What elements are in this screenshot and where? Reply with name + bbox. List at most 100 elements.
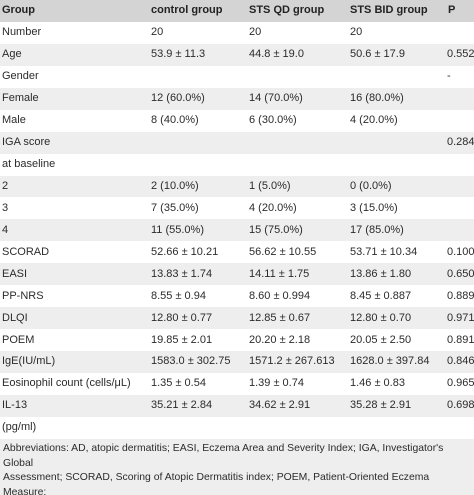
row-label: Male bbox=[2, 114, 26, 127]
header-sts-bid-group: STS BID group bbox=[350, 4, 428, 17]
sts-bid-value: 1628.0 ± 397.84 bbox=[350, 355, 430, 368]
table-header-row: Group control group STS QD group STS BID… bbox=[0, 0, 474, 22]
header-sts-qd-group: STS QD group bbox=[249, 4, 325, 17]
p-value: 0.891 bbox=[447, 333, 474, 346]
sts-bid-value: 17 (85.0%) bbox=[350, 223, 404, 236]
sts-qd-value: 1571.2 ± 267.613 bbox=[249, 355, 335, 368]
row-label: (pg/ml) bbox=[2, 421, 37, 434]
row-label: PP-NRS bbox=[2, 289, 44, 302]
p-value bbox=[446, 154, 474, 176]
row-label: 2 bbox=[2, 179, 9, 192]
table-row: at baseline bbox=[0, 153, 474, 176]
row-label: 3 bbox=[2, 201, 9, 214]
sts-bid-value: 50.6 ± 17.9 bbox=[350, 48, 405, 61]
control-group-value: 11 (55.0%) bbox=[151, 223, 204, 236]
row-label: Female bbox=[2, 92, 39, 105]
control-group-value: 19.85 ± 2.01 bbox=[151, 333, 213, 346]
control-group-value: 52.66 ± 10.21 bbox=[151, 245, 219, 258]
control-group-value: 13.83 ± 1.74 bbox=[151, 267, 213, 280]
p-value bbox=[446, 417, 474, 439]
sts-bid-value bbox=[348, 66, 446, 88]
control-group-value: 8.55 ± 0.94 bbox=[151, 289, 206, 302]
row-label: POEM bbox=[2, 333, 35, 346]
control-group-value: 1583.0 ± 302.75 bbox=[151, 355, 231, 368]
table-row: IGA score 0.284 bbox=[0, 131, 474, 154]
p-value: 0.889 bbox=[447, 289, 474, 302]
sts-qd-value: 12.85 ± 0.67 bbox=[249, 311, 311, 324]
sts-bid-value bbox=[348, 417, 446, 439]
sts-qd-value: 15 (75.0%) bbox=[249, 223, 303, 236]
control-group-value: 20 bbox=[151, 26, 164, 39]
sts-bid-value: 1.46 ± 0.83 bbox=[350, 377, 405, 390]
row-label: Gender bbox=[2, 70, 39, 83]
p-value bbox=[446, 110, 474, 132]
table-row: Age 53.9 ± 11.3 44.8 ± 19.0 50.6 ± 17.9 0.55… bbox=[0, 43, 474, 66]
sts-qd-value: 1 (5.0%) bbox=[249, 179, 291, 192]
row-label: 4 bbox=[2, 223, 9, 236]
table-row: Female 12 (60.0%) 14 (70.0%) 16 (80.0%) bbox=[0, 87, 474, 110]
table-row: SCORAD 52.66 ± 10.21 56.62 ± 10.55 53.71 ± … bbox=[0, 241, 474, 264]
control-group-value: 53.9 ± 11.3 bbox=[151, 48, 206, 61]
sts-bid-value bbox=[348, 132, 446, 154]
sts-qd-value: 1.39 ± 0.74 bbox=[249, 377, 304, 390]
table-row: EASI 13.83 ± 1.74 14.11 ± 1.75 13.86 ± 1.80… bbox=[0, 263, 474, 286]
sts-qd-value bbox=[247, 66, 348, 88]
header-control-group: control group bbox=[151, 4, 223, 17]
control-group-value: 8 (40.0%) bbox=[151, 114, 199, 127]
row-label: IgE(IU/mL) bbox=[2, 355, 56, 368]
sts-bid-value: 53.71 ± 10.34 bbox=[350, 245, 418, 258]
sts-bid-value: 16 (80.0%) bbox=[350, 92, 404, 105]
p-value bbox=[446, 176, 474, 198]
p-value bbox=[446, 197, 474, 219]
sts-bid-value: 12.80 ± 0.70 bbox=[350, 311, 412, 324]
data-table: Group control group STS QD group STS BID… bbox=[0, 0, 474, 461]
table-row: 3 7 (35.0%) 4 (20.0%) 3 (15.0%) bbox=[0, 197, 474, 220]
row-label: IGA score bbox=[2, 136, 51, 149]
sts-bid-value: 20.05 ± 2.50 bbox=[350, 333, 412, 346]
p-value bbox=[446, 22, 474, 44]
sts-bid-value: 8.45 ± 0.887 bbox=[350, 289, 412, 302]
table-row: POEM 19.85 ± 2.01 20.20 ± 2.18 20.05 ± 2.50… bbox=[0, 329, 474, 351]
sts-qd-value: 14 (70.0%) bbox=[249, 92, 303, 105]
row-label: Number bbox=[2, 26, 42, 39]
footnote-line: Abbreviations: AD, atopic dermatitis; EA… bbox=[3, 443, 444, 469]
table-row: Gender - bbox=[0, 65, 474, 88]
sts-qd-value: 6 (30.0%) bbox=[249, 114, 297, 127]
p-value: 0.650 bbox=[447, 267, 474, 280]
sts-bid-value: 13.86 ± 1.80 bbox=[350, 267, 412, 280]
p-value: 0.552 bbox=[447, 48, 474, 61]
sts-bid-value: 35.28 ± 2.91 bbox=[350, 399, 412, 412]
sts-qd-value: 44.8 ± 19.0 bbox=[249, 48, 304, 61]
p-value: - bbox=[447, 70, 451, 83]
table-row: Number 20 20 20 bbox=[0, 21, 474, 44]
p-value bbox=[446, 219, 474, 241]
footnote-line: Assessment; SCORAD, Scoring of Atopic De… bbox=[3, 472, 430, 495]
sts-qd-value: 20 bbox=[249, 26, 262, 39]
sts-qd-value: 8.60 ± 0.994 bbox=[249, 289, 311, 302]
p-value: 0.284 bbox=[447, 136, 474, 149]
row-label: Age bbox=[2, 48, 22, 61]
sts-qd-value bbox=[247, 417, 348, 439]
table-row: IgE(IU/mL) 1583.0 ± 302.75 1571.2 ± 267.61… bbox=[0, 351, 474, 373]
sts-bid-value: 0 (0.0%) bbox=[350, 179, 392, 192]
sts-bid-value bbox=[348, 154, 446, 176]
control-group-value: 1.35 ± 0.54 bbox=[151, 377, 206, 390]
table-row: 4 11 (55.0%) 15 (75.0%) 17 (85.0%) bbox=[0, 219, 474, 242]
row-label: IL-13 bbox=[2, 399, 28, 412]
sts-qd-value: 56.62 ± 10.55 bbox=[249, 245, 317, 258]
row-label: at baseline bbox=[2, 158, 56, 171]
sts-qd-value bbox=[247, 154, 348, 176]
row-label: Eosinophil count (cells/μL) bbox=[2, 377, 131, 390]
control-group-value: 12 (60.0%) bbox=[151, 92, 205, 105]
table-row: PP-NRS 8.55 ± 0.94 8.60 ± 0.994 8.45 ± 0.88… bbox=[0, 285, 474, 308]
sts-qd-value: 20.20 ± 2.18 bbox=[249, 333, 311, 346]
table-row: DLQI 12.80 ± 0.77 12.85 ± 0.67 12.80 ± 0.70… bbox=[0, 307, 474, 330]
control-group-value: 7 (35.0%) bbox=[151, 201, 199, 214]
p-value bbox=[446, 88, 474, 110]
control-group-value: 12.80 ± 0.77 bbox=[151, 311, 213, 324]
control-group-value: 35.21 ± 2.84 bbox=[151, 399, 213, 412]
sts-qd-value: 14.11 ± 1.75 bbox=[249, 267, 310, 280]
control-group-value bbox=[149, 154, 247, 176]
table-row: IL-13 35.21 ± 2.84 34.62 ± 2.91 35.28 ± 2.9… bbox=[0, 394, 474, 417]
p-value: 0.965 bbox=[447, 377, 474, 390]
